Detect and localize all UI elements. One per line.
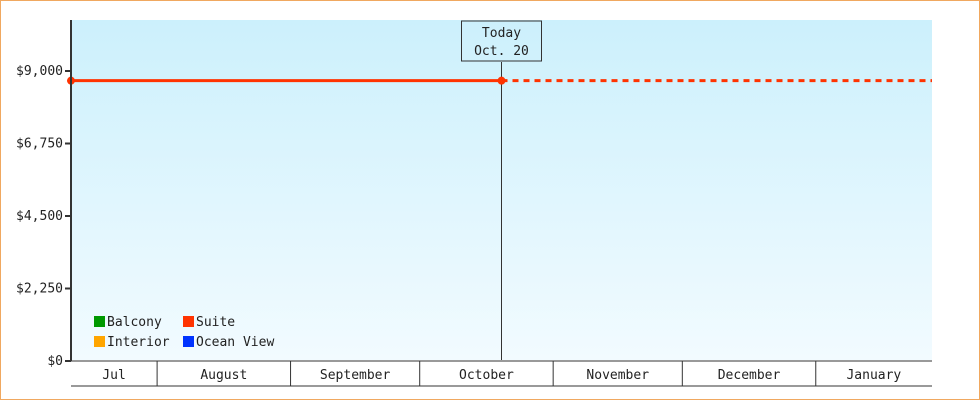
today-label-box <box>461 20 542 62</box>
legend-label: Ocean View <box>196 335 274 350</box>
y-tick-label: $2,250 <box>16 282 63 297</box>
y-axis: $0 $2,250 $4,500 $6,750 $9,000 <box>16 64 71 369</box>
legend-swatch <box>183 336 194 347</box>
legend-swatch <box>94 316 105 327</box>
x-tick-label: Jul <box>102 368 125 383</box>
x-tick-label: August <box>200 368 247 383</box>
x-tick-label: November <box>586 368 649 383</box>
data-point[interactable] <box>497 76 506 85</box>
today-marker: Today Oct. 20 <box>461 20 542 360</box>
today-date: Oct. 20 <box>474 44 529 59</box>
y-tick-label: $9,000 <box>16 64 63 79</box>
x-tick-label: September <box>320 368 391 383</box>
legend-label: Interior <box>107 335 170 350</box>
y-tick-label: $0 <box>47 354 63 369</box>
y-tick-label: $6,750 <box>16 137 63 152</box>
legend: Balcony Suite Interior Ocean View <box>94 315 274 350</box>
x-axis: Jul August September October November Decembe… <box>71 360 932 387</box>
y-tick-label: $4,500 <box>16 209 63 224</box>
legend-label: Suite <box>196 315 235 330</box>
today-label: Today <box>482 26 521 41</box>
x-tick-label: October <box>459 368 514 383</box>
x-tick-label: January <box>846 368 901 383</box>
x-tick-label: December <box>718 368 781 383</box>
legend-swatch <box>183 316 194 327</box>
legend-swatch <box>94 336 105 347</box>
legend-label: Balcony <box>107 315 162 330</box>
